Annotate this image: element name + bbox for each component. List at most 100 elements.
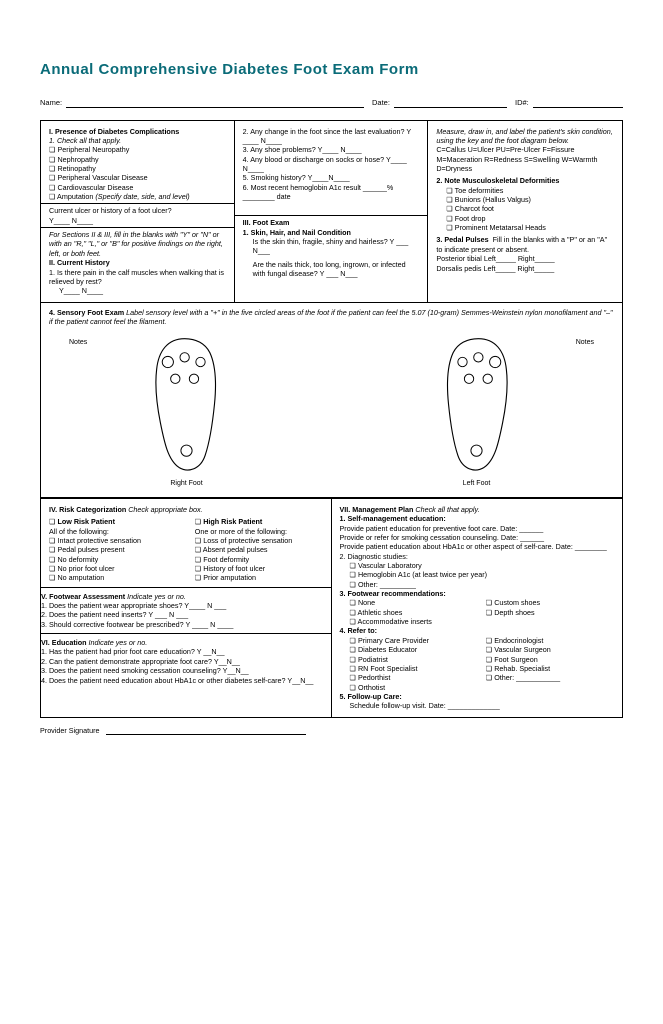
q3[interactable]: 3. Any shoe problems? Y____ N____ [243,145,420,154]
provider-sig-input[interactable] [106,734,306,735]
s1-c[interactable]: Provide patient education about HbA1c or… [340,542,615,551]
s1-heading: 1. Self-management education: [340,514,615,523]
right-foot-diagram[interactable] [139,334,234,474]
high-txt: One or more of the following: [195,527,323,536]
chk-toe-def[interactable]: Toe deformities [446,186,614,195]
chk-absent[interactable]: Absent pedal pulses [195,545,323,554]
chk-vasc[interactable]: Vascular Laboratory [350,561,615,570]
sensory-text: Label sensory level with a "+" in the fi… [49,308,613,326]
chk-rehab[interactable]: Rehab. Specialist [486,664,614,673]
chk-podiatrist[interactable]: Podiatrist [350,655,478,664]
s1-b[interactable]: Provide or refer for smoking cessation c… [340,533,615,542]
name-input[interactable] [66,98,364,108]
q2[interactable]: 2. Any change in the foot since the last… [243,127,420,146]
chk-custom[interactable]: Custom shoes [486,598,614,607]
left-foot-col: Notes Left Foot [339,334,614,487]
chk-diab-ed[interactable]: Diabetes Educator [350,645,478,654]
header-row: Name: Date: ID#: [40,98,623,108]
q4[interactable]: 4. Any blood or discharge on socks or ho… [243,155,420,174]
dp-line[interactable]: Dorsalis pedis Left_____ Right_____ [436,264,614,273]
pt-line[interactable]: Posterior tibial Left_____ Right_____ [436,254,614,263]
bottom-grid: IV. Risk Categorization Check appropriat… [40,498,623,718]
s5-text[interactable]: Schedule follow-up visit. Date: ________… [340,701,615,710]
sec2-q1-yn[interactable]: Y____ N____ [49,286,226,295]
chk-none[interactable]: None [350,598,478,607]
chk-cvd[interactable]: Cardiovascular Disease [49,183,226,192]
chk-neuropathy[interactable]: Peripheral Neuropathy [49,145,226,154]
sec6-q1[interactable]: 1. Has the patient had prior foot care e… [41,647,331,656]
chk-pcp[interactable]: Primary Care Provider [350,636,478,645]
sub2-heading: 2. Note Musculoskeletal Deformities [436,176,614,185]
id-label: ID#: [515,98,529,108]
id-input[interactable] [533,98,623,108]
q5[interactable]: 5. Smoking history? Y____N____ [243,173,420,182]
chk-low-risk[interactable]: ❏ Low Risk Patient [49,517,177,526]
sec5-heading: V. Footwear Assessment [41,592,125,601]
chk-hba1c[interactable]: Hemoglobin A1c (at least twice per year) [350,570,615,579]
chk-depth[interactable]: Depth shoes [486,608,614,617]
chk-amputation[interactable]: ❏ Amputation (Specify date, side, and le… [49,192,226,201]
chk-other-ref[interactable]: Other: ___________ [486,673,614,682]
chk-bunions[interactable]: Bunions (Hallus Valgus) [446,195,614,204]
chk-def[interactable]: Foot deformity [195,555,323,564]
sec6-q3[interactable]: 3. Does the patient need smoking cessati… [41,666,331,675]
sec3-heading: III. Foot Exam [243,218,420,227]
chk-noulcer[interactable]: No prior foot ulcer [49,564,177,573]
chk-footdrop[interactable]: Foot drop [446,214,614,223]
low-risk-col: ❏ Low Risk Patient All of the following:… [49,517,177,583]
chk-intact[interactable]: Intact protective sensation [49,536,177,545]
sensory-section: 4. Sensory Foot Exam Label sensory level… [40,302,623,498]
chk-metatarsal[interactable]: Prominent Metatarsal Heads [446,223,614,232]
chk-prioramp[interactable]: Prior amputation [195,573,323,582]
chk-pedorthist[interactable]: Pedorthist [350,673,478,682]
sec6-q4[interactable]: 4. Does the patient need education about… [41,676,331,685]
s4-heading: 4. Refer to: [340,626,615,635]
amp-note: (Specify date, side, and level) [95,192,189,201]
sec4-instr: Check appropriate box. [128,505,202,514]
chk-orthotist[interactable]: Orthotist [350,683,478,692]
provider-label: Provider Signature [40,726,100,735]
chk-vasc-surg[interactable]: Vascular Surgeon [486,645,614,654]
chk-endo[interactable]: Endocrinologist [486,636,614,645]
col3-instr: Measure, draw in, and label the patient'… [436,127,614,146]
chk-hist[interactable]: History of foot ulcer [195,564,323,573]
sections-note: For Sections II & III, fill in the blank… [49,230,226,258]
sub3: 3. Pedal Pulses Fill in the blanks with … [436,235,614,254]
left-foot-diagram[interactable] [429,334,524,474]
sec5-q1[interactable]: 1. Does the patient wear appropriate sho… [41,601,331,610]
sec1-instr: 1. Check all that apply. [49,136,226,145]
chk-nodef[interactable]: No deformity [49,555,177,564]
s1-a[interactable]: Provide patient education for preventive… [340,524,615,533]
q6[interactable]: 6. Most recent hemoglobin A1c result ___… [243,183,420,202]
chk-other-diag[interactable]: Other: _________ [350,580,615,589]
sec6-q2[interactable]: 2. Can the patient demonstrate appropria… [41,657,331,666]
s2-heading: 2. Diagnostic studies: [340,552,615,561]
notes-left: Notes [69,338,87,347]
chk-pvd[interactable]: Peripheral Vascular Disease [49,173,226,182]
left-foot-label: Left Foot [339,479,614,488]
ulcer-yn[interactable]: Y____ N____ [49,216,226,225]
low-txt: All of the following: [49,527,177,536]
chk-noamp[interactable]: No amputation [49,573,177,582]
sec4-heading: IV. Risk Categorization [49,505,126,514]
date-input[interactable] [394,98,507,108]
chk-loss[interactable]: Loss of protective sensation [195,536,323,545]
chk-foot-surg[interactable]: Foot Surgeon [486,655,614,664]
sec5-q3[interactable]: 3. Should corrective footwear be prescri… [41,620,331,629]
chk-nephropathy[interactable]: Nephropathy [49,155,226,164]
chk-pulses[interactable]: Pedal pulses present [49,545,177,554]
chk-athletic[interactable]: Athletic shoes [350,608,478,617]
top-grid: I. Presence of Diabetes Complications 1.… [40,120,623,302]
provider-sig-row: Provider Signature [40,726,623,735]
chk-retinopathy[interactable]: Retinopathy [49,164,226,173]
chk-rn[interactable]: RN Foot Specialist [350,664,478,673]
sec6-heading: VI. Education [41,638,87,647]
sec3-q2[interactable]: Are the nails thick, too long, ingrown, … [243,260,420,279]
chk-high-risk[interactable]: ❏ High Risk Patient [195,517,323,526]
chk-accom[interactable]: Accommodative inserts [350,617,478,626]
sub3-heading: 3. Pedal Pulses [436,235,488,244]
chk-charcot[interactable]: Charcot foot [446,204,614,213]
sec5-q2[interactable]: 2. Does the patient need inserts? Y ___ … [41,610,331,619]
sec3-q1[interactable]: Is the skin thin, fragile, shiny and hai… [243,237,420,256]
sec5-instr: Indicate yes or no. [127,592,186,601]
